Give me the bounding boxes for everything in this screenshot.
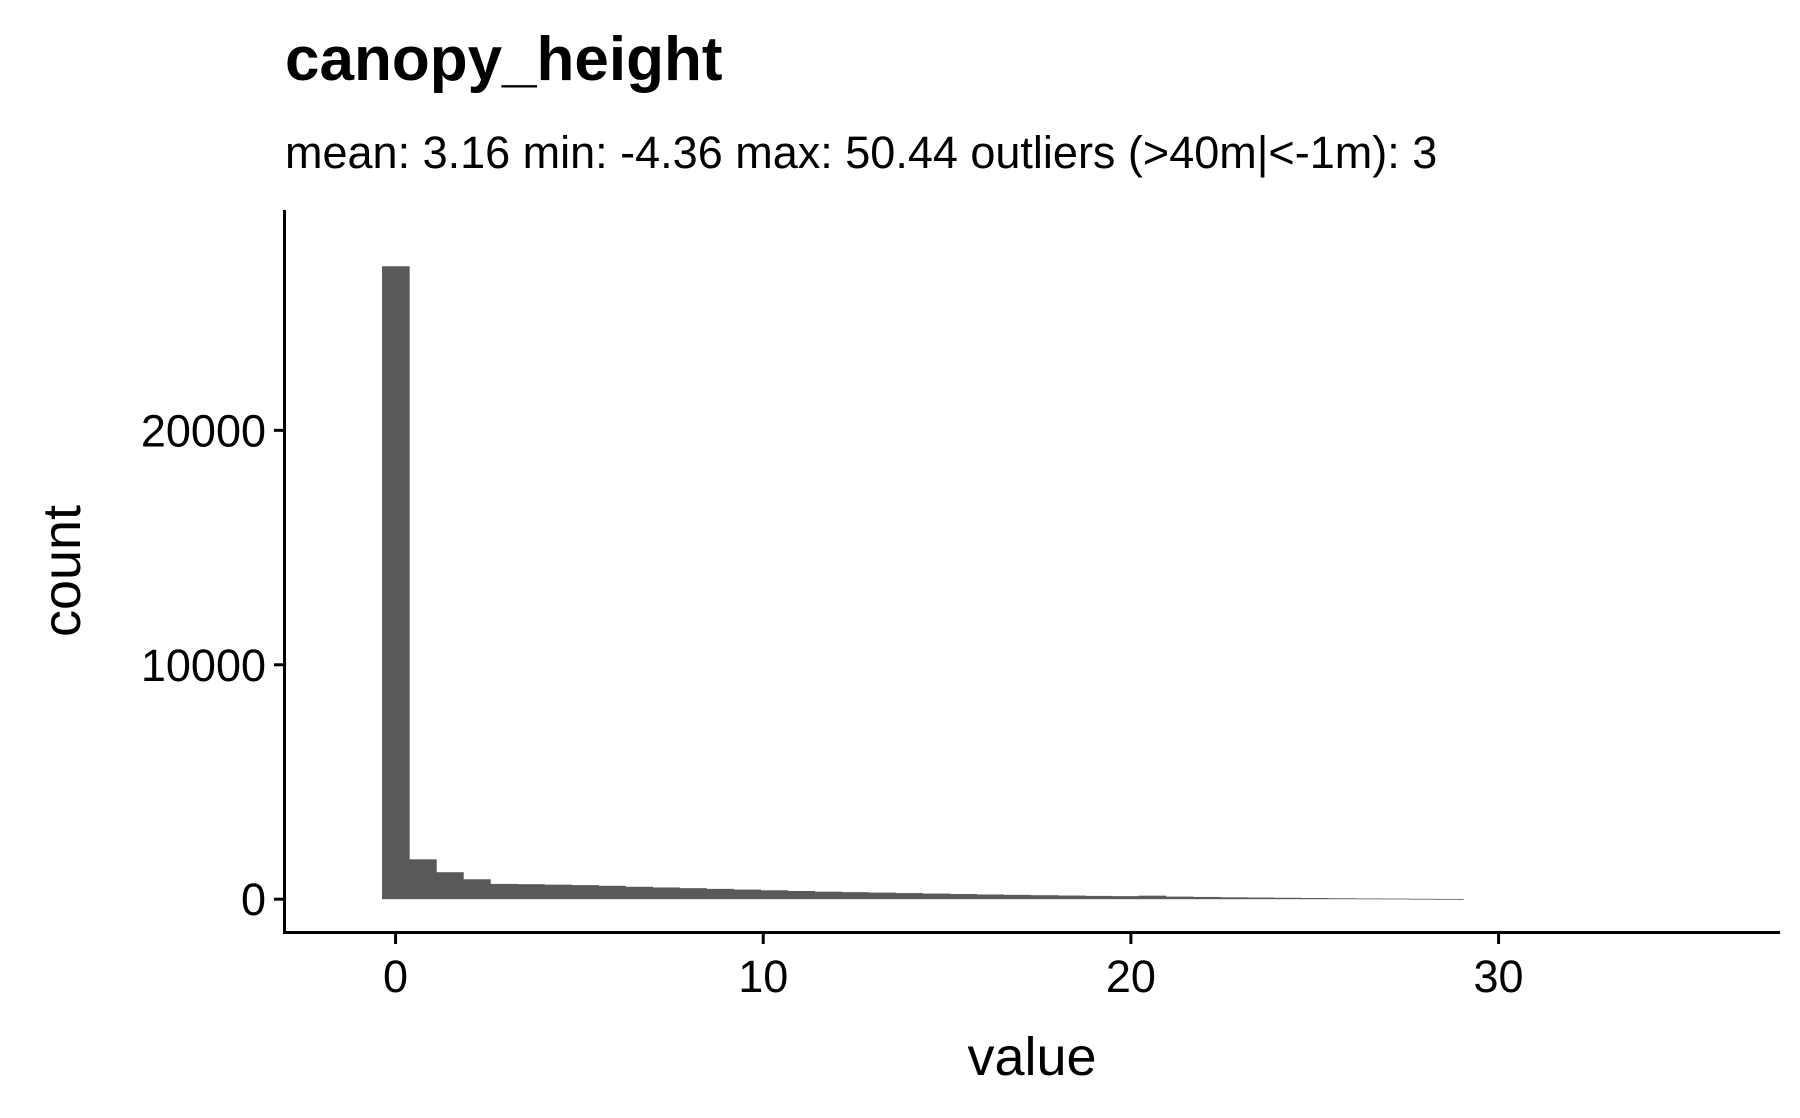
histogram-bar [1300,898,1329,900]
y-tick-label: 0 [241,874,266,925]
y-axis-title: count [32,505,92,637]
y-tick-label: 20000 [141,405,266,456]
histogram-bar [1246,897,1275,900]
histogram-bar [895,893,924,900]
histogram-bar [1273,897,1302,900]
histogram-bar [1030,895,1059,900]
histogram-bar [868,892,897,900]
histogram-bar [1165,896,1194,900]
y-ticks-layer: 0 10000 20000 [141,405,284,925]
histogram-bar [517,884,545,900]
histogram-bar [571,885,599,900]
histogram-bar [544,884,572,900]
histogram-bar [463,879,491,900]
histogram-bar [1408,898,1437,900]
chart-title: canopy_height [285,25,723,94]
histogram-bar [733,889,761,900]
x-axis-title: value [967,1027,1096,1087]
bars-layer [382,266,1464,900]
histogram-bar [1084,895,1113,900]
histogram-bar [787,890,816,900]
x-tick-label: 0 [383,951,408,1002]
histogram-bar [922,893,951,900]
histogram-bar [490,883,518,900]
histogram-bar [1138,895,1167,900]
histogram-bar [409,859,437,900]
x-tick-label: 30 [1474,951,1524,1002]
histogram-bar [625,886,653,900]
x-tick-label: 10 [738,951,788,1002]
histogram-bar [679,888,707,900]
histogram-bar [1354,898,1383,900]
histogram-bar [1219,897,1248,900]
histogram-bar [1327,898,1356,900]
histogram-bar [976,894,1005,900]
histogram-bar [814,891,843,900]
y-tick-label: 10000 [141,640,266,691]
histogram-bar [1003,894,1032,900]
histogram-bar [949,894,978,900]
histogram-bar [1111,896,1140,900]
histogram-bar [1381,898,1410,900]
histogram-bar [652,887,680,900]
histogram-bar [1435,898,1464,900]
x-ticks-layer: 0 10 20 30 [383,934,1524,1002]
histogram-bar [1192,896,1221,900]
histogram-bar [841,892,870,900]
histogram-bar [598,885,626,900]
x-tick-label: 20 [1106,951,1156,1002]
histogram-bar [1057,895,1086,900]
chart-subtitle: mean: 3.16 min: -4.36 max: 50.44 outlier… [285,127,1437,178]
histogram-bar [436,872,464,900]
histogram-bar [382,266,410,900]
histogram-bar [760,890,788,900]
histogram-bar [706,888,734,900]
